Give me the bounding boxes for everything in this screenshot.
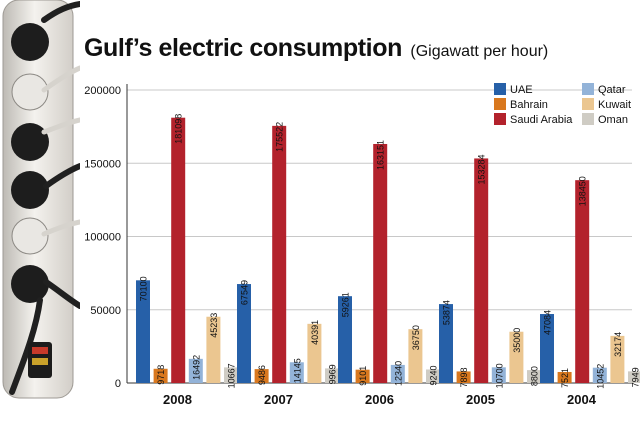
x-tick-label: 2006: [365, 392, 394, 407]
bar-qatar-2007: [289, 362, 304, 383]
x-tick-label: 2008: [163, 392, 192, 407]
data-label: 163151: [376, 140, 386, 170]
legend-swatch-kuwait: [582, 98, 594, 110]
bar-oman-2007: [325, 368, 339, 383]
data-label: 9969: [328, 364, 338, 384]
y-tick-label: 50000: [90, 305, 121, 317]
bar-saudi-arabia-2007: [272, 125, 287, 384]
bar-kuwait-2007: [307, 323, 322, 383]
data-label: 70100: [139, 276, 149, 301]
chart-title-main: Gulf’s electric consumption: [84, 34, 402, 62]
y-tick-label: 200000: [84, 85, 121, 97]
data-label: 7898: [459, 367, 469, 387]
legend-label-uae: UAE: [510, 84, 533, 96]
data-label: 45233: [209, 313, 219, 338]
bar-saudi-arabia-2006: [373, 143, 388, 383]
x-tick-label: 2004: [567, 392, 597, 407]
bar-qatar-2006: [390, 364, 405, 383]
legend-label-kuwait: Kuwait: [598, 99, 631, 111]
data-label: 35000: [512, 328, 522, 353]
legend-label-bahrain: Bahrain: [510, 99, 548, 111]
data-label: 36750: [411, 325, 421, 350]
legend-swatch-bahrain: [494, 98, 506, 110]
bar-kuwait-2006: [408, 329, 423, 383]
legend-swatch-uae: [494, 83, 506, 95]
legend-swatch-saudi-arabia: [494, 113, 506, 125]
bar-kuwait-2004: [610, 335, 625, 383]
data-label: 59261: [341, 292, 351, 317]
bar-uae-2006: [338, 296, 352, 383]
data-label: 9718: [156, 365, 166, 385]
data-label: 7521: [560, 368, 570, 388]
data-label: 9486: [257, 365, 267, 385]
data-label: 12340: [393, 361, 403, 386]
x-tick-label: 2007: [264, 392, 293, 407]
bar-oman-2006: [426, 369, 440, 383]
power-strip-photo: [0, 0, 80, 422]
legend-label-qatar: Qatar: [598, 84, 626, 96]
bar-kuwait-2008: [206, 316, 221, 383]
bar-bahrain-2004: [557, 371, 572, 383]
chart-title: Gulf’s electric consumption (Gigawatt pe…: [84, 34, 548, 63]
bar-saudi-arabia-2008: [171, 117, 186, 383]
data-label: 32174: [613, 332, 623, 357]
legend-label-saudi-arabia: Saudi Arabia: [510, 114, 573, 126]
legend-swatch-oman: [582, 113, 594, 125]
data-label: 40391: [310, 320, 320, 345]
bar-uae-2005: [439, 304, 453, 383]
legend-swatch-qatar: [582, 83, 594, 95]
bar-qatar-2005: [491, 367, 506, 383]
bar-saudi-arabia-2005: [474, 158, 489, 383]
data-label: 153284: [477, 154, 487, 184]
bar-qatar-2008: [188, 358, 203, 383]
y-tick-label: 150000: [84, 158, 121, 170]
data-label: 8800: [530, 366, 540, 386]
data-label: 53874: [442, 300, 452, 325]
data-label: 9101: [358, 366, 368, 386]
bar-uae-2008: [136, 280, 150, 383]
data-label: 10667: [227, 363, 237, 388]
data-label: 14145: [292, 358, 302, 383]
y-tick-label: 100000: [84, 232, 121, 244]
data-label: 138450: [578, 176, 588, 206]
bar-uae-2004: [540, 314, 554, 383]
bar-oman-2008: [224, 367, 238, 383]
data-label: 47084: [543, 310, 553, 335]
data-label: 67549: [240, 280, 250, 305]
data-label: 7949: [631, 367, 640, 387]
bar-bahrain-2006: [355, 369, 370, 383]
bar-bahrain-2007: [254, 369, 269, 383]
bar-saudi-arabia-2004: [575, 180, 590, 383]
data-label: 175522: [275, 122, 285, 152]
data-label: 16492: [191, 355, 201, 380]
y-tick-label: 0: [115, 378, 121, 390]
bar-kuwait-2005: [509, 331, 524, 383]
data-label: 181098: [174, 114, 184, 144]
chart-title-unit: (Gigawatt per hour): [410, 43, 549, 60]
bar-oman-2005: [527, 370, 541, 383]
bar-uae-2007: [237, 284, 251, 383]
data-label: 10452: [595, 364, 605, 389]
bar-bahrain-2008: [153, 368, 168, 383]
x-tick-label: 2005: [466, 392, 495, 407]
data-label: 9240: [429, 365, 439, 385]
bar-oman-2004: [628, 371, 640, 383]
data-label: 10700: [494, 363, 504, 388]
legend-label-oman: Oman: [598, 114, 628, 126]
bar-qatar-2004: [592, 367, 607, 383]
bar-bahrain-2005: [456, 371, 471, 383]
